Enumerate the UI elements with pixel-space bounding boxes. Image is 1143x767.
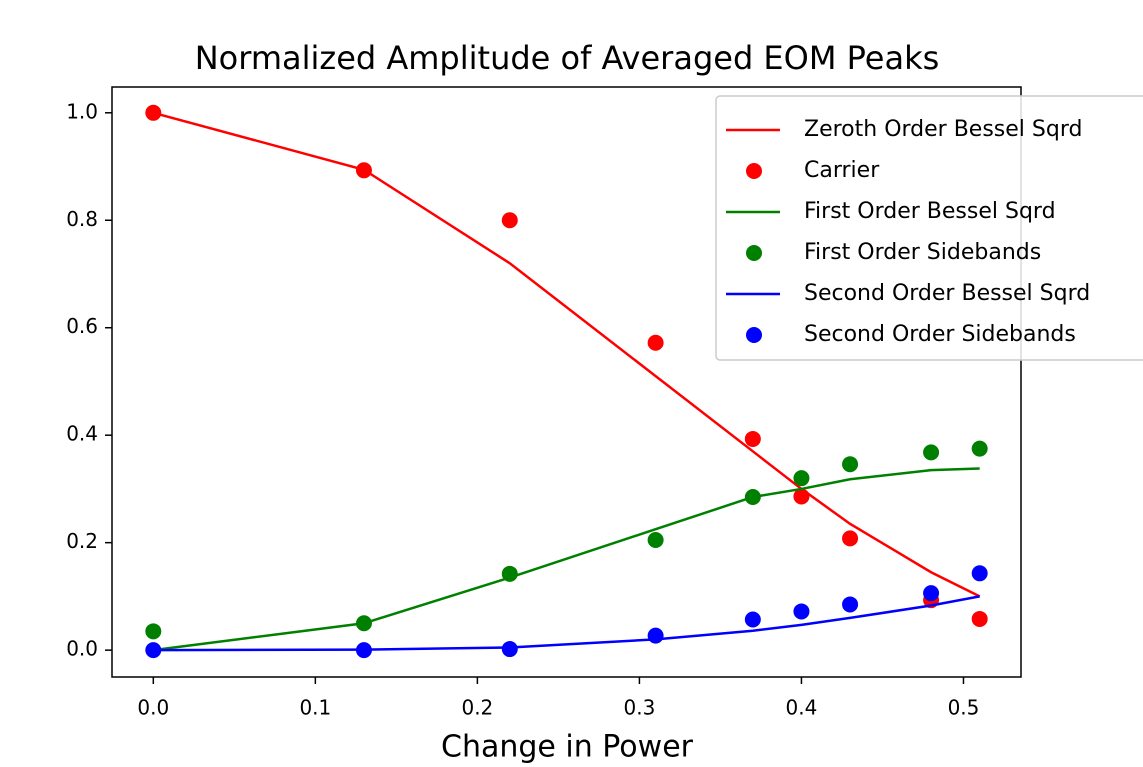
data-point: [971, 610, 988, 627]
x-tick-label: 0.5: [948, 696, 980, 720]
data-point: [971, 440, 988, 457]
x-tick-label: 0.3: [624, 696, 656, 720]
data-point: [145, 104, 162, 121]
data-point: [647, 531, 664, 548]
legend-marker: [746, 163, 762, 179]
legend-marker: [746, 245, 762, 261]
data-point: [793, 488, 810, 505]
data-point: [145, 623, 162, 640]
series-line: [153, 595, 980, 652]
y-tick-label: 0.8: [66, 207, 98, 231]
data-point: [842, 596, 859, 613]
data-point: [355, 162, 372, 179]
data-point: [647, 627, 664, 644]
data-point: [923, 444, 940, 461]
data-point: [744, 611, 761, 628]
legend-label: First Order Sidebands: [804, 240, 1041, 265]
legend-label: Second Order Bessel Sqrd: [804, 281, 1090, 306]
data-point: [501, 565, 518, 582]
data-point: [793, 470, 810, 487]
y-tick-label: 0.0: [66, 637, 98, 661]
data-point: [923, 585, 940, 602]
data-point: [744, 488, 761, 505]
x-tick-label: 0.0: [137, 696, 169, 720]
data-point: [355, 642, 372, 659]
legend-marker: [746, 327, 762, 343]
y-tick-label: 0.2: [66, 529, 98, 553]
plot-frame: [111, 86, 1022, 678]
data-point: [971, 565, 988, 582]
data-point: [744, 430, 761, 447]
y-tick-label: 0.6: [66, 314, 98, 338]
data-point: [842, 456, 859, 473]
data-point: [647, 334, 664, 351]
legend-label: First Order Bessel Sqrd: [804, 199, 1056, 224]
series-line: [152, 111, 981, 598]
legend-label: Second Order Sidebands: [804, 322, 1076, 347]
data-point: [793, 603, 810, 620]
chart-title: Normalized Amplitude of Averaged EOM Pea…: [195, 39, 940, 77]
x-axis-label: Change in Power: [441, 730, 694, 765]
data-point: [355, 615, 372, 632]
legend-label: Zeroth Order Bessel Sqrd: [804, 117, 1082, 142]
x-tick-label: 0.1: [299, 696, 331, 720]
legend-box: [715, 95, 1143, 361]
x-tick-label: 0.2: [461, 696, 493, 720]
series-line: [153, 467, 980, 652]
data-point: [501, 641, 518, 658]
y-tick-label: 0.4: [66, 422, 98, 446]
y-tick-label: 1.0: [66, 99, 98, 123]
data-point: [145, 642, 162, 659]
legend-label: Carrier: [804, 158, 880, 183]
data-point: [842, 530, 859, 547]
x-tick-label: 0.4: [786, 696, 818, 720]
data-point: [501, 212, 518, 229]
